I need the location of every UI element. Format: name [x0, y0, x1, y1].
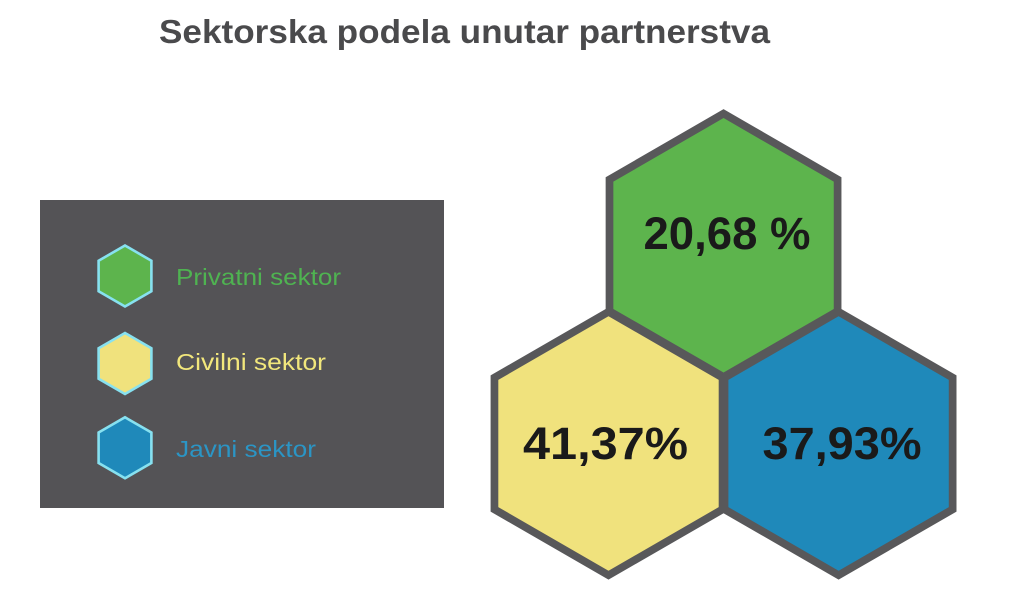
svg-text:Sektorska podela unutar partne: Sektorska podela unutar partnerstva [159, 13, 771, 50]
svg-text:Privatni sektor: Privatni sektor [176, 264, 341, 290]
svg-text:20,68 %: 20,68 % [644, 208, 811, 259]
svg-text:Civilni sektor: Civilni sektor [176, 349, 326, 375]
svg-text:41,37%: 41,37% [523, 418, 688, 469]
svg-text:Javni sektor: Javni sektor [176, 436, 316, 462]
svg-text:37,93%: 37,93% [763, 418, 922, 469]
